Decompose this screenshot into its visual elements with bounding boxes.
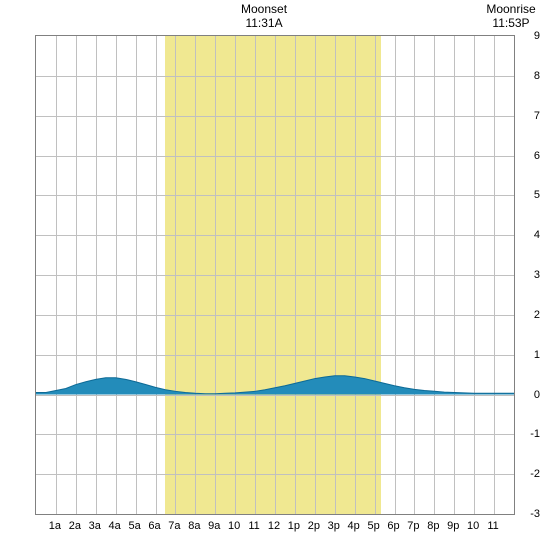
- x-tick-label: 4a: [109, 520, 121, 532]
- x-tick-label: 7a: [168, 520, 180, 532]
- tide-curve: [36, 36, 514, 514]
- y-tick-label: 7: [515, 110, 540, 122]
- y-tick-label: 6: [515, 150, 540, 162]
- y-tick-label: 0: [515, 389, 540, 401]
- moon-event-title: Moonrise: [486, 2, 535, 16]
- x-tick-label: 3p: [328, 520, 340, 532]
- x-tick-label: 4p: [348, 520, 360, 532]
- plot-area: [35, 35, 515, 515]
- y-tick-label: 4: [515, 229, 540, 241]
- top-labels: Moonset11:31A Moonrise11:53P: [0, 0, 550, 35]
- moon-event-time: 11:53P: [486, 16, 535, 30]
- x-tick-label: 5p: [367, 520, 379, 532]
- y-tick-label: 1: [515, 349, 540, 361]
- y-tick-label: 3: [515, 269, 540, 281]
- x-tick-label: 1a: [49, 520, 61, 532]
- x-tick-label: 8p: [427, 520, 439, 532]
- x-tick-label: 10: [228, 520, 240, 532]
- y-tick-label: 8: [515, 70, 540, 82]
- x-tick-label: 12: [268, 520, 280, 532]
- y-tick-label: 9: [515, 30, 540, 42]
- y-tick-label: 5: [515, 189, 540, 201]
- y-tick-label: -1: [515, 428, 540, 440]
- x-tick-label: 8a: [188, 520, 200, 532]
- x-tick-label: 3a: [89, 520, 101, 532]
- x-tick-label: 2p: [308, 520, 320, 532]
- x-tick-label: 2a: [69, 520, 81, 532]
- x-tick-label: 7p: [407, 520, 419, 532]
- moon-event-title: Moonset: [241, 2, 287, 16]
- y-axis: 9876543210-1-2-3: [515, 35, 540, 515]
- x-tick-label: 9a: [208, 520, 220, 532]
- x-tick-label: 9p: [447, 520, 459, 532]
- moon-event-time: 11:31A: [241, 16, 287, 30]
- x-tick-label: 10: [467, 520, 479, 532]
- x-tick-label: 11: [248, 520, 259, 532]
- tide-chart: Moonset11:31AMoonrise11:53P 9876543210-1…: [0, 0, 550, 550]
- moon-event-label: Moonset11:31A: [241, 2, 287, 31]
- x-axis: 1a 2a 3a 4a 5a 6a 7a 8a 9a 10 11 12 1p 2p 3p 4p 5p 6p 7p 8p…: [35, 520, 515, 540]
- x-tick-label: 11: [487, 520, 498, 532]
- y-tick-label: 2: [515, 309, 540, 321]
- x-tick-label: 6p: [387, 520, 399, 532]
- y-tick-label: -3: [515, 508, 540, 520]
- x-tick-label: 5a: [128, 520, 140, 532]
- y-tick-label: -2: [515, 468, 540, 480]
- moon-event-label: Moonrise11:53P: [486, 2, 535, 31]
- x-tick-label: 1p: [288, 520, 300, 532]
- x-tick-label: 6a: [148, 520, 160, 532]
